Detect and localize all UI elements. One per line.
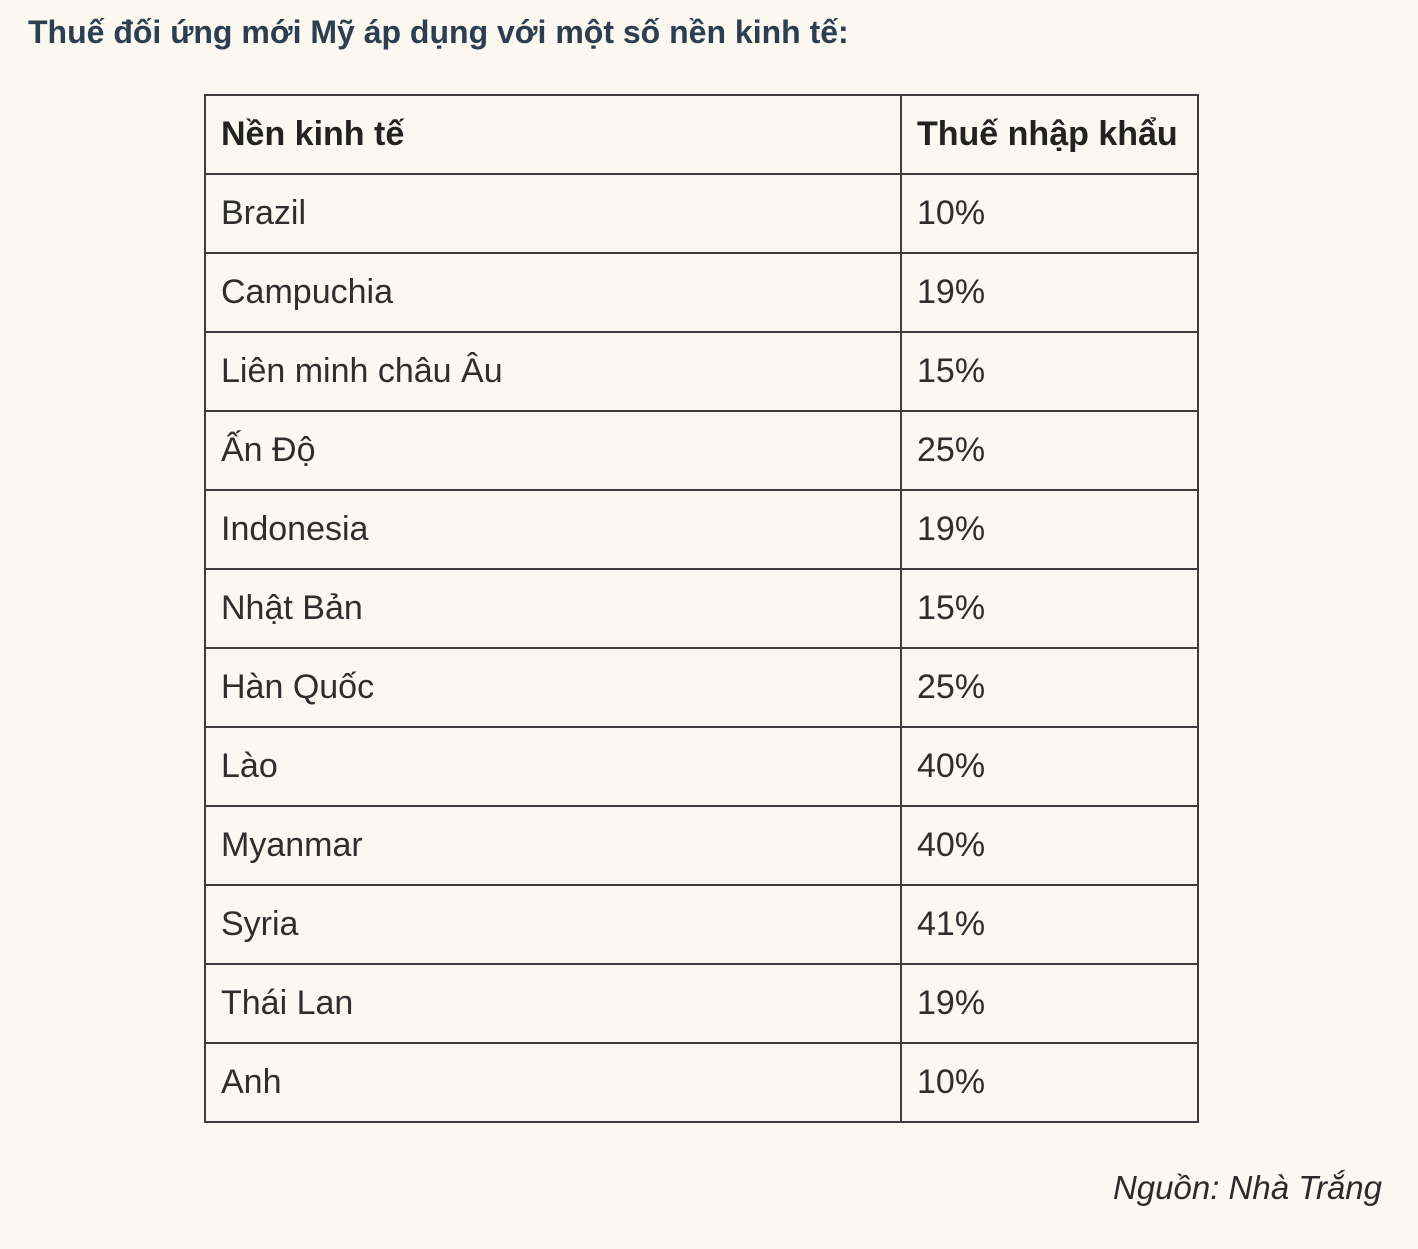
economy-cell: Lào <box>204 726 902 807</box>
tariff-cell: 41% <box>900 884 1199 965</box>
economy-cell: Ấn Độ <box>204 410 902 491</box>
table-row: Anh 10% <box>204 1042 1199 1123</box>
table-row: Campuchia 19% <box>204 252 1199 333</box>
tariff-cell: 25% <box>900 410 1199 491</box>
tariff-cell: 40% <box>900 805 1199 886</box>
tariff-cell: 19% <box>900 489 1199 570</box>
column-header-economy: Nền kinh tế <box>204 94 902 175</box>
economy-cell: Myanmar <box>204 805 902 886</box>
table-row: Myanmar 40% <box>204 805 1199 886</box>
economy-cell: Hàn Quốc <box>204 647 902 728</box>
economy-cell: Syria <box>204 884 902 965</box>
article-figure: Thuế đối ứng mới Mỹ áp dụng với một số n… <box>0 12 1418 1207</box>
tariff-cell: 10% <box>900 1042 1199 1123</box>
tariff-cell: 15% <box>900 331 1199 412</box>
table-row: Lào 40% <box>204 726 1199 807</box>
economy-cell: Brazil <box>204 173 902 254</box>
economy-cell: Liên minh châu Âu <box>204 331 902 412</box>
tariff-cell: 10% <box>900 173 1199 254</box>
table-row: Ấn Độ 25% <box>204 410 1199 491</box>
tariff-cell: 40% <box>900 726 1199 807</box>
table-row: Hàn Quốc 25% <box>204 647 1199 728</box>
table-row: Brazil 10% <box>204 173 1199 254</box>
economy-cell: Nhật Bản <box>204 568 902 649</box>
tariff-cell: 19% <box>900 252 1199 333</box>
figure-title: Thuế đối ứng mới Mỹ áp dụng với một số n… <box>28 14 849 50</box>
table-row: Syria 41% <box>204 884 1199 965</box>
tariff-cell: 19% <box>900 963 1199 1044</box>
tariff-cell: 15% <box>900 568 1199 649</box>
tariff-cell: 25% <box>900 647 1199 728</box>
economy-cell: Campuchia <box>204 252 902 333</box>
table-row: Thái Lan 19% <box>204 963 1199 1044</box>
tariff-table: Nền kinh tế Thuế nhập khẩu Brazil 10% Ca… <box>204 94 1199 1123</box>
table-row: Liên minh châu Âu 15% <box>204 331 1199 412</box>
economy-cell: Indonesia <box>204 489 902 570</box>
source-credit: Nguồn: Nhà Trắng <box>1112 1169 1382 1206</box>
column-header-tariff: Thuế nhập khẩu <box>900 94 1199 175</box>
economy-cell: Thái Lan <box>204 963 902 1044</box>
table-header-row: Nền kinh tế Thuế nhập khẩu <box>204 94 1199 175</box>
table-row: Indonesia 19% <box>204 489 1199 570</box>
economy-cell: Anh <box>204 1042 902 1123</box>
table-row: Nhật Bản 15% <box>204 568 1199 649</box>
